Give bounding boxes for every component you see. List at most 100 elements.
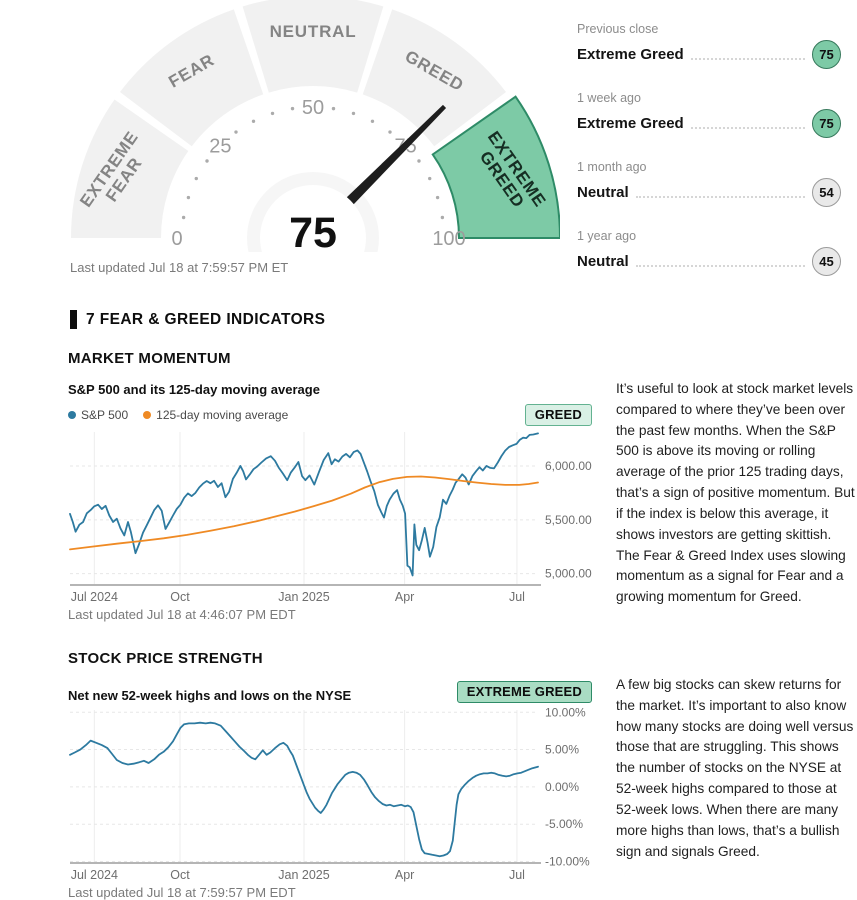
x-axis-label: Jan 2025	[278, 868, 329, 882]
gauge-tick-dot	[388, 130, 392, 134]
fear-greed-gauge: EXTREMEFEAR FEAR NEUTRAL GREED EXTREMEGREED 0…	[0, 0, 560, 275]
indicators-section: 7 FEAR & GREED INDICATORS MARKET MOMENTU…	[68, 310, 857, 900]
dotted-leader	[690, 118, 805, 129]
strength-last-updated: Last updated Jul 18 at 7:59:57 PM EDT	[68, 885, 296, 900]
gauge-tick-dot	[331, 106, 336, 111]
y-axis-label: 10.00%	[545, 707, 586, 719]
indicator-stock-price-strength: STOCK PRICE STRENGTH Net new 52-week hig…	[68, 650, 857, 900]
gauge-tick-dot	[194, 176, 198, 181]
gauge-tick-dot	[417, 159, 421, 163]
gauge-tick-dot	[351, 111, 356, 116]
moving-average-dot-icon	[143, 411, 152, 419]
history-label: Neutral	[577, 253, 629, 270]
x-axis-label: Apr	[395, 590, 414, 604]
gauge-tick-label-50: 50	[302, 97, 324, 119]
gauge-tick-dot	[428, 176, 432, 181]
y-axis-label: 5,500.00	[545, 513, 592, 527]
y-axis-label: 0.00%	[545, 780, 579, 794]
x-axis-label: Jul	[509, 868, 525, 882]
gauge-tick-dot	[234, 130, 238, 134]
gauge-tick-label-25: 25	[209, 135, 231, 157]
section-header: 7 FEAR & GREED INDICATORS	[70, 310, 857, 329]
indicator-market-momentum: MARKET MOMENTUM S&P 500 and its 125-day …	[68, 350, 857, 622]
y-axis-label: 5,000.00	[545, 567, 592, 581]
momentum-rating-badge: GREED	[524, 404, 592, 426]
chart-subtitle: Net new 52-week highs and lows on the NY…	[68, 688, 352, 703]
dotted-leader	[635, 187, 805, 198]
gauge-tick-label-0: 0	[171, 228, 182, 250]
gauge-tick-label-100: 100	[432, 228, 465, 250]
history-period: 1 month ago	[577, 160, 647, 174]
chart-subtitle: S&P 500 and its 125-day moving average	[68, 382, 320, 397]
series-line-s-p-500	[69, 432, 539, 577]
gauge-segment-fear	[119, 9, 264, 147]
indicator-heading: STOCK PRICE STRENGTH	[68, 650, 263, 667]
gauge-tick-dot	[251, 119, 256, 123]
gauge-segment-greed	[362, 9, 507, 147]
x-axis-label: Jan 2025	[278, 590, 329, 604]
gauge-dial: EXTREMEFEARFEARNEUTRALGREEDEXTREMEGREED0…	[71, 0, 560, 252]
gauge-tick-dot	[205, 159, 209, 163]
history-period: 1 year ago	[577, 229, 637, 243]
gauge-hub	[260, 185, 366, 252]
x-axis-label: Jul	[509, 590, 525, 604]
legend-label: 125-day moving average	[156, 408, 289, 422]
gauge-needle	[343, 104, 447, 208]
x-axis-label: Jul 2024	[71, 868, 118, 882]
momentum-last-updated: Last updated Jul 18 at 4:46:07 PM EDT	[68, 607, 296, 622]
section-header-bar	[70, 310, 77, 329]
series-line-125-day-moving-average	[69, 475, 539, 551]
gauge-tick-dot	[186, 195, 191, 200]
momentum-description: It’s useful to look at stock market leve…	[616, 381, 855, 605]
x-axis-label: Oct	[170, 868, 190, 882]
strength-chart-block: Net new 52-week highs and lows on the NY…	[68, 667, 592, 900]
history-score-badge: 45	[812, 247, 841, 276]
section-header-title: 7 FEAR & GREED INDICATORS	[86, 310, 326, 328]
gauge-tick-dot	[370, 119, 375, 123]
legend-item-moving-average: 125-day moving average	[143, 408, 288, 422]
history-row-1-month: 1 month ago Neutral 54	[577, 160, 841, 207]
history-row-previous-close: Previous close Extreme Greed 75	[577, 22, 841, 69]
y-axis-label: 6,000.00	[545, 459, 592, 473]
momentum-chart: 6,000.00 5,500.00 5,000.00 Jul 2024 Oct Jan 2…	[69, 432, 592, 604]
strength-rating-badge: EXTREME GREED	[456, 681, 592, 703]
y-axis-label: -5.00%	[545, 817, 583, 831]
gauge-segment-neutral	[242, 0, 384, 93]
history-period: 1 week ago	[577, 91, 641, 105]
gauge-last-updated: Last updated Jul 18 at 7:59:57 PM ET	[70, 260, 289, 275]
dotted-leader	[690, 49, 805, 60]
gauge-score: 75	[289, 209, 337, 252]
history-label: Extreme Greed	[577, 115, 684, 132]
momentum-chart-block: S&P 500 and its 125-day moving average S…	[68, 367, 592, 622]
history-score-badge: 75	[812, 109, 841, 138]
gauge-tick-dot	[290, 106, 295, 111]
history-score-badge: 75	[812, 40, 841, 69]
strength-chart: 10.00% 5.00% 0.00% -5.00% -10.00% Jul 2024 Oct…	[69, 707, 590, 882]
history-label: Extreme Greed	[577, 46, 684, 63]
x-axis-label: Oct	[170, 590, 190, 604]
history-period: Previous close	[577, 22, 659, 36]
indicator-heading: MARKET MOMENTUM	[68, 350, 231, 367]
gauge-segment-label: NEUTRAL	[270, 22, 357, 41]
history-score-badge: 54	[812, 178, 841, 207]
strength-description: A few big stocks can skew returns for th…	[616, 677, 854, 859]
history-label: Neutral	[577, 184, 629, 201]
y-axis-label: 5.00%	[545, 743, 579, 757]
legend-label: S&P 500	[81, 408, 129, 422]
legend-item-sp500: S&P 500	[68, 408, 128, 422]
history-panel: Previous close Extreme Greed 75 1 week a…	[577, 22, 841, 298]
history-row-1-year: 1 year ago Neutral 45	[577, 229, 841, 276]
sp500-dot-icon	[68, 411, 76, 419]
chart-legend: S&P 500 125-day moving average	[68, 408, 288, 422]
history-row-1-week: 1 week ago Extreme Greed 75	[577, 91, 841, 138]
gauge-tick-dot	[270, 111, 275, 116]
x-axis-label: Jul 2024	[71, 590, 118, 604]
y-axis-label: -10.00%	[545, 855, 590, 869]
gauge-segment-extreme-fear	[71, 99, 189, 238]
x-axis-label: Apr	[395, 868, 414, 882]
gauge-tick-dot	[440, 215, 445, 220]
series-line-net-new-52-week-highs	[69, 721, 539, 858]
gauge-tick-dot	[435, 195, 440, 200]
dotted-leader	[635, 256, 805, 267]
gauge-tick-dot	[181, 215, 186, 220]
